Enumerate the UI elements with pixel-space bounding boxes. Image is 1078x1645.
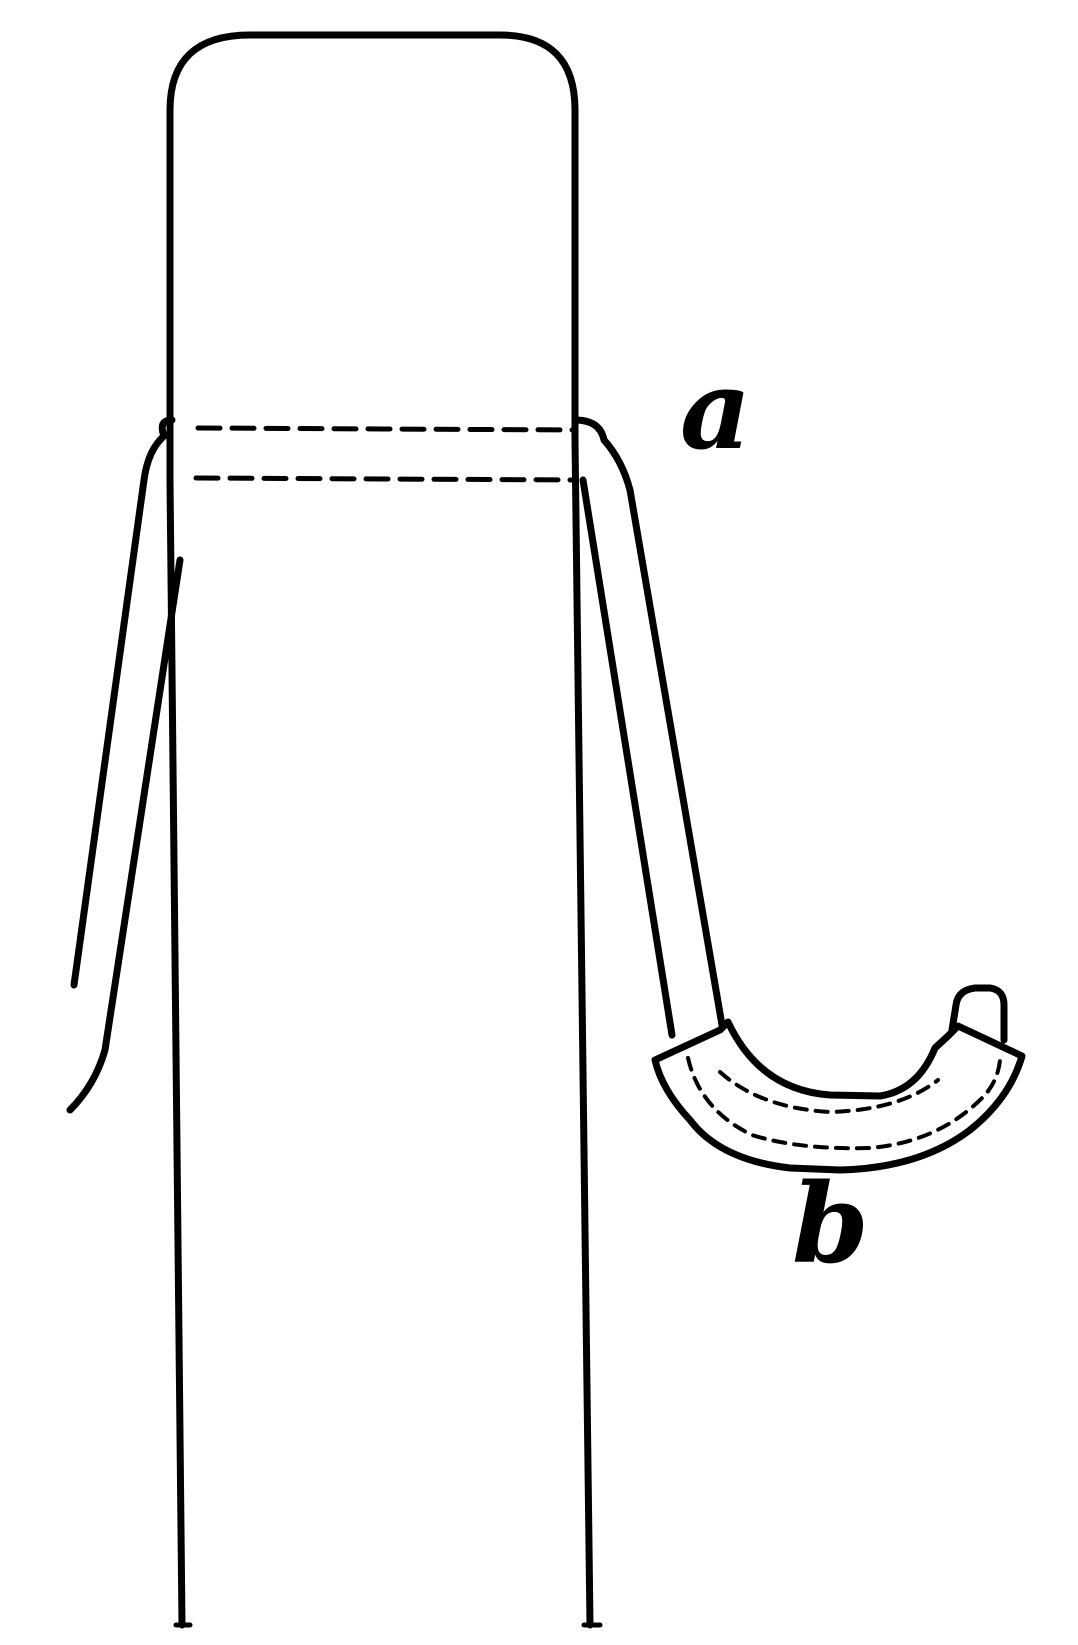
left-strap-outer <box>70 416 176 989</box>
right-strap-outer <box>571 416 726 1029</box>
curved-piece-dashed-seam-inner <box>718 1070 940 1115</box>
main-body-outline <box>166 31 594 1629</box>
label-b: b <box>792 1159 869 1288</box>
band-lower-dashed-line <box>193 475 578 483</box>
band-upper-dashed-line <box>195 425 578 433</box>
label-a: a <box>680 345 751 474</box>
curved-piece-outline <box>651 1018 1026 1174</box>
curved-piece-knob <box>948 984 1008 1044</box>
right-strap-inner <box>579 476 676 1039</box>
curved-piece-dashed-seam <box>686 1056 1002 1151</box>
left-strap-inner <box>66 556 184 1114</box>
